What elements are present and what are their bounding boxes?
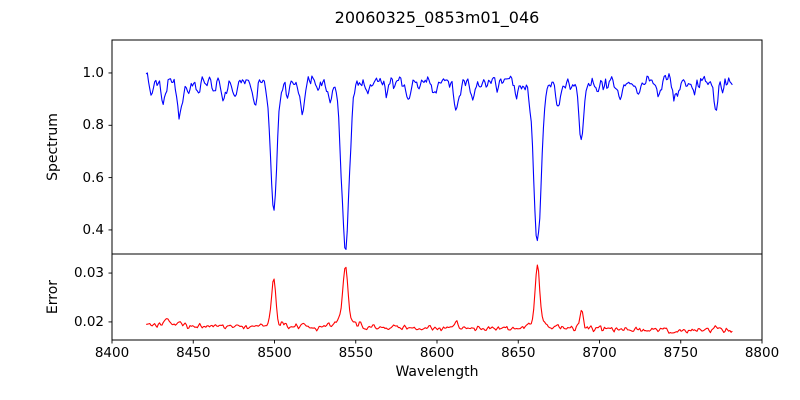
x-tick-label: 8700 (582, 345, 617, 361)
spectrum-panel-frame (111, 39, 763, 255)
x-tick-label: 8450 (176, 345, 211, 361)
x-tick-label: 8650 (501, 345, 536, 361)
x-tick-label: 8750 (663, 345, 698, 361)
spectrum-curve (145, 72, 733, 250)
x-tick-label: 8550 (338, 345, 373, 361)
x-tick-label: 8800 (744, 345, 780, 361)
error-ytick-label: 0.02 (73, 313, 104, 330)
error-ytick-label: 0.03 (73, 265, 104, 282)
x-tick-label: 8600 (419, 345, 455, 361)
error-curve (146, 264, 733, 334)
wavelength-axis-label: Wavelength (395, 364, 479, 380)
chart-title: 20060325_0853m01_046 (334, 8, 540, 27)
spectrum-ytick-label: 0.4 (82, 221, 104, 238)
spectrum-ytick-label: 0.8 (82, 117, 104, 134)
x-tick-label: 8400 (94, 345, 130, 361)
error-axis-label: Error (45, 279, 61, 315)
x-tick-label: 8500 (257, 345, 292, 361)
spectrum-ytick-label: 0.6 (82, 169, 104, 186)
spectrum-ytick-label: 1.0 (82, 64, 104, 81)
